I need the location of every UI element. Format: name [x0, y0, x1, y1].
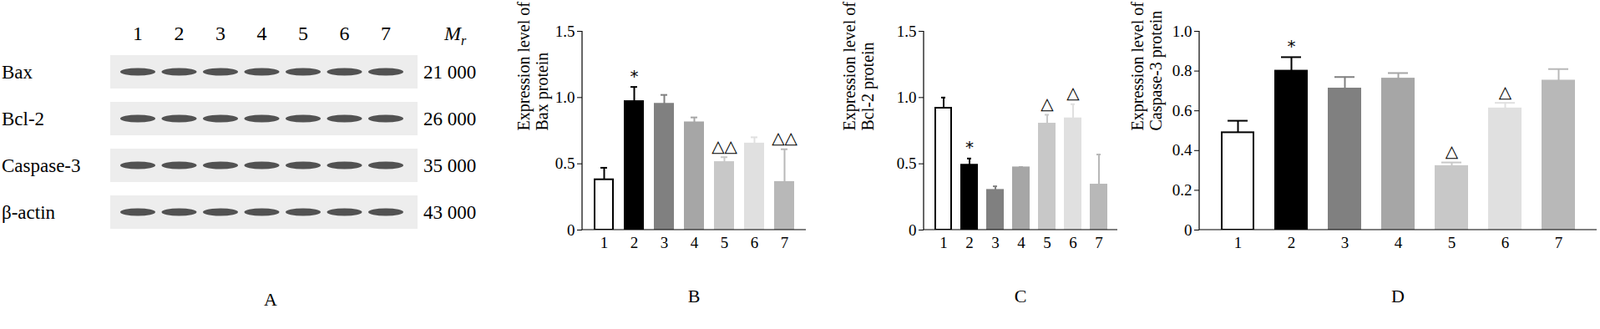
- svg-text:*: *: [1287, 35, 1297, 56]
- svg-text:△: △: [1445, 141, 1459, 162]
- svg-text:7: 7: [380, 22, 391, 45]
- svg-text:△: △: [1066, 82, 1080, 103]
- svg-text:5: 5: [1043, 233, 1052, 252]
- svg-text:43 000: 43 000: [423, 202, 476, 223]
- svg-text:26 000: 26 000: [423, 108, 476, 130]
- svg-text:6: 6: [1068, 233, 1078, 252]
- svg-text:4: 4: [257, 22, 268, 45]
- svg-text:0.5: 0.5: [896, 154, 917, 173]
- svg-text:7: 7: [1554, 233, 1564, 252]
- svg-text:1: 1: [1234, 233, 1243, 252]
- svg-text:7: 7: [1094, 233, 1104, 252]
- svg-text:*: *: [630, 65, 639, 87]
- svg-text:0.6: 0.6: [1172, 101, 1193, 120]
- svg-text:0.8: 0.8: [1172, 61, 1193, 80]
- svg-text:Bax: Bax: [1, 61, 34, 83]
- svg-text:Expression level ofBcl-2 prote: Expression level ofBcl-2 protein: [840, 1, 878, 132]
- svg-text:6: 6: [1501, 233, 1510, 252]
- svg-text:21 000: 21 000: [423, 61, 476, 83]
- svg-text:35 000: 35 000: [423, 155, 476, 177]
- svg-text:0.4: 0.4: [1172, 141, 1193, 159]
- svg-text:Mr: Mr: [443, 22, 467, 48]
- svg-text:Bcl-2: Bcl-2: [1, 108, 45, 130]
- svg-text:1: 1: [600, 233, 609, 252]
- svg-text:△: △: [1040, 93, 1054, 114]
- svg-text:△△: △△: [711, 136, 738, 157]
- svg-text:0: 0: [567, 221, 576, 239]
- svg-text:3: 3: [991, 233, 1000, 252]
- svg-text:4: 4: [1017, 233, 1026, 252]
- svg-text:3: 3: [215, 22, 226, 45]
- svg-text:6: 6: [339, 22, 350, 45]
- svg-text:1: 1: [939, 233, 948, 252]
- svg-text:5: 5: [1448, 233, 1457, 252]
- svg-text:3: 3: [1341, 233, 1350, 252]
- svg-text:β-actin: β-actin: [1, 202, 56, 223]
- svg-text:0: 0: [1184, 221, 1193, 239]
- svg-text:1.5: 1.5: [896, 22, 917, 41]
- svg-text:2: 2: [965, 233, 974, 252]
- svg-text:1.0: 1.0: [1172, 22, 1193, 41]
- html-text:B: B: [687, 285, 701, 307]
- svg-text:0.2: 0.2: [1172, 181, 1193, 199]
- svg-text:1.0: 1.0: [555, 88, 576, 107]
- svg-text:Expression level ofBax protein: Expression level ofBax protein: [514, 1, 552, 132]
- svg-text:0.5: 0.5: [555, 154, 576, 173]
- svg-text:5: 5: [720, 233, 730, 252]
- svg-text:2: 2: [630, 233, 639, 252]
- svg-text:1: 1: [132, 22, 143, 45]
- svg-text:△△: △△: [771, 127, 798, 148]
- svg-text:1.0: 1.0: [896, 88, 917, 107]
- svg-text:2: 2: [1287, 233, 1297, 252]
- svg-text:4: 4: [690, 233, 699, 252]
- svg-text:7: 7: [780, 233, 790, 252]
- svg-text:2: 2: [174, 22, 185, 45]
- svg-text:*: *: [965, 136, 974, 157]
- svg-text:6: 6: [750, 233, 760, 252]
- html-text:D: D: [1391, 285, 1405, 307]
- svg-text:3: 3: [660, 233, 669, 252]
- html-text:C: C: [1014, 285, 1027, 307]
- svg-text:4: 4: [1394, 233, 1403, 252]
- svg-text:1.5: 1.5: [555, 22, 576, 41]
- svg-text:5: 5: [298, 22, 309, 45]
- svg-text:Expression level ofCaspase-3 p: Expression level ofCaspase-3 protein: [1128, 1, 1166, 132]
- svg-text:△: △: [1498, 81, 1513, 102]
- svg-text:0: 0: [908, 221, 917, 239]
- svg-text:Caspase-3: Caspase-3: [1, 155, 82, 177]
- svg-text:A: A: [263, 288, 278, 310]
